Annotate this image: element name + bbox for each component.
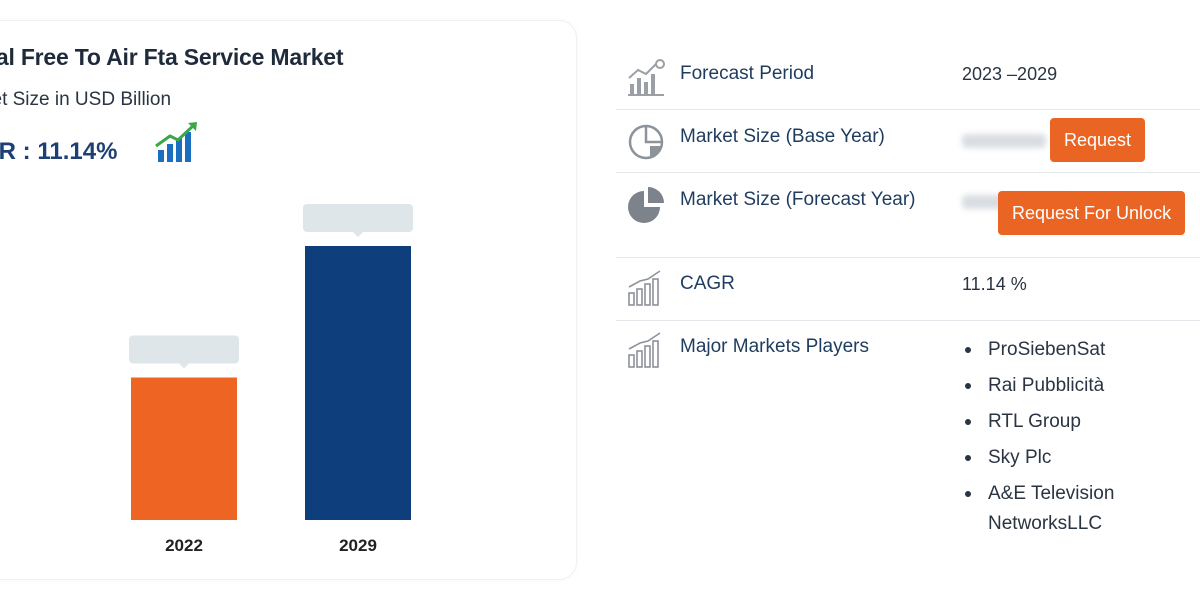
market-size-base-label: Market Size (Base Year) bbox=[680, 126, 885, 147]
row-cagr: CAGR 11.14 % bbox=[616, 258, 1200, 321]
growth-bars-icon bbox=[628, 332, 661, 368]
report-title: bal Free To Air Fta Service Market bbox=[0, 44, 344, 70]
cagr-value: 11.14 % bbox=[962, 274, 1027, 294]
value-label-placeholder bbox=[129, 335, 239, 364]
list-item: A&E Television NetworksLLC bbox=[962, 479, 1132, 539]
market-summary-card bbox=[0, 20, 577, 580]
growth-bars-icon bbox=[628, 270, 661, 306]
row-market-size-base: Market Size (Base Year) Request bbox=[616, 110, 1200, 173]
growth-chart-icon bbox=[155, 122, 197, 162]
players-list: ProSiebenSat Rai Pubblicità RTL Group Sk… bbox=[962, 335, 1132, 545]
bar-2022 bbox=[131, 377, 237, 520]
major-players-label: Major Markets Players bbox=[680, 336, 869, 357]
pie-chart-filled-icon bbox=[628, 187, 664, 223]
value-label-pointer bbox=[353, 232, 363, 237]
list-item: ProSiebenSat bbox=[962, 335, 1132, 365]
value-label-pointer bbox=[179, 363, 189, 369]
x-tick-label: 2022 bbox=[165, 536, 203, 555]
cagr-label: CAGR bbox=[680, 273, 735, 294]
request-button[interactable]: Request bbox=[1050, 118, 1146, 162]
market-info-table: Forecast Period 2023 –2029 Market Size (… bbox=[616, 44, 1200, 551]
row-major-players: Major Markets Players ProSiebenSat Rai P… bbox=[616, 321, 1200, 551]
pie-chart-outline-icon bbox=[628, 124, 664, 160]
blurred-value bbox=[962, 134, 1046, 148]
x-tick-label: 2029 bbox=[339, 536, 377, 555]
forecast-period-label: Forecast Period bbox=[680, 63, 815, 84]
bar-chart-icon bbox=[628, 59, 665, 96]
list-item: Rai Pubblicità bbox=[962, 371, 1132, 401]
request-for-unlock-button[interactable]: Request For Unlock bbox=[998, 191, 1186, 235]
list-item: RTL Group bbox=[962, 407, 1132, 437]
market-size-bar-chart: 2022 2029 bbox=[129, 204, 413, 555]
list-item: Sky Plc bbox=[962, 443, 1132, 473]
report-subtitle: ket Size in USD Billion bbox=[0, 89, 172, 110]
forecast-period-value: 2023 –2029 bbox=[962, 64, 1058, 84]
market-size-forecast-label: Market Size (Forecast Year) bbox=[680, 189, 916, 210]
value-label-placeholder bbox=[303, 204, 413, 232]
row-market-size-forecast: Market Size (Forecast Year) Request For … bbox=[616, 173, 1200, 258]
row-forecast-period: Forecast Period 2023 –2029 bbox=[616, 44, 1200, 110]
bar-2029 bbox=[305, 246, 411, 520]
cagr-headline: GR : 11.14% bbox=[0, 138, 118, 165]
